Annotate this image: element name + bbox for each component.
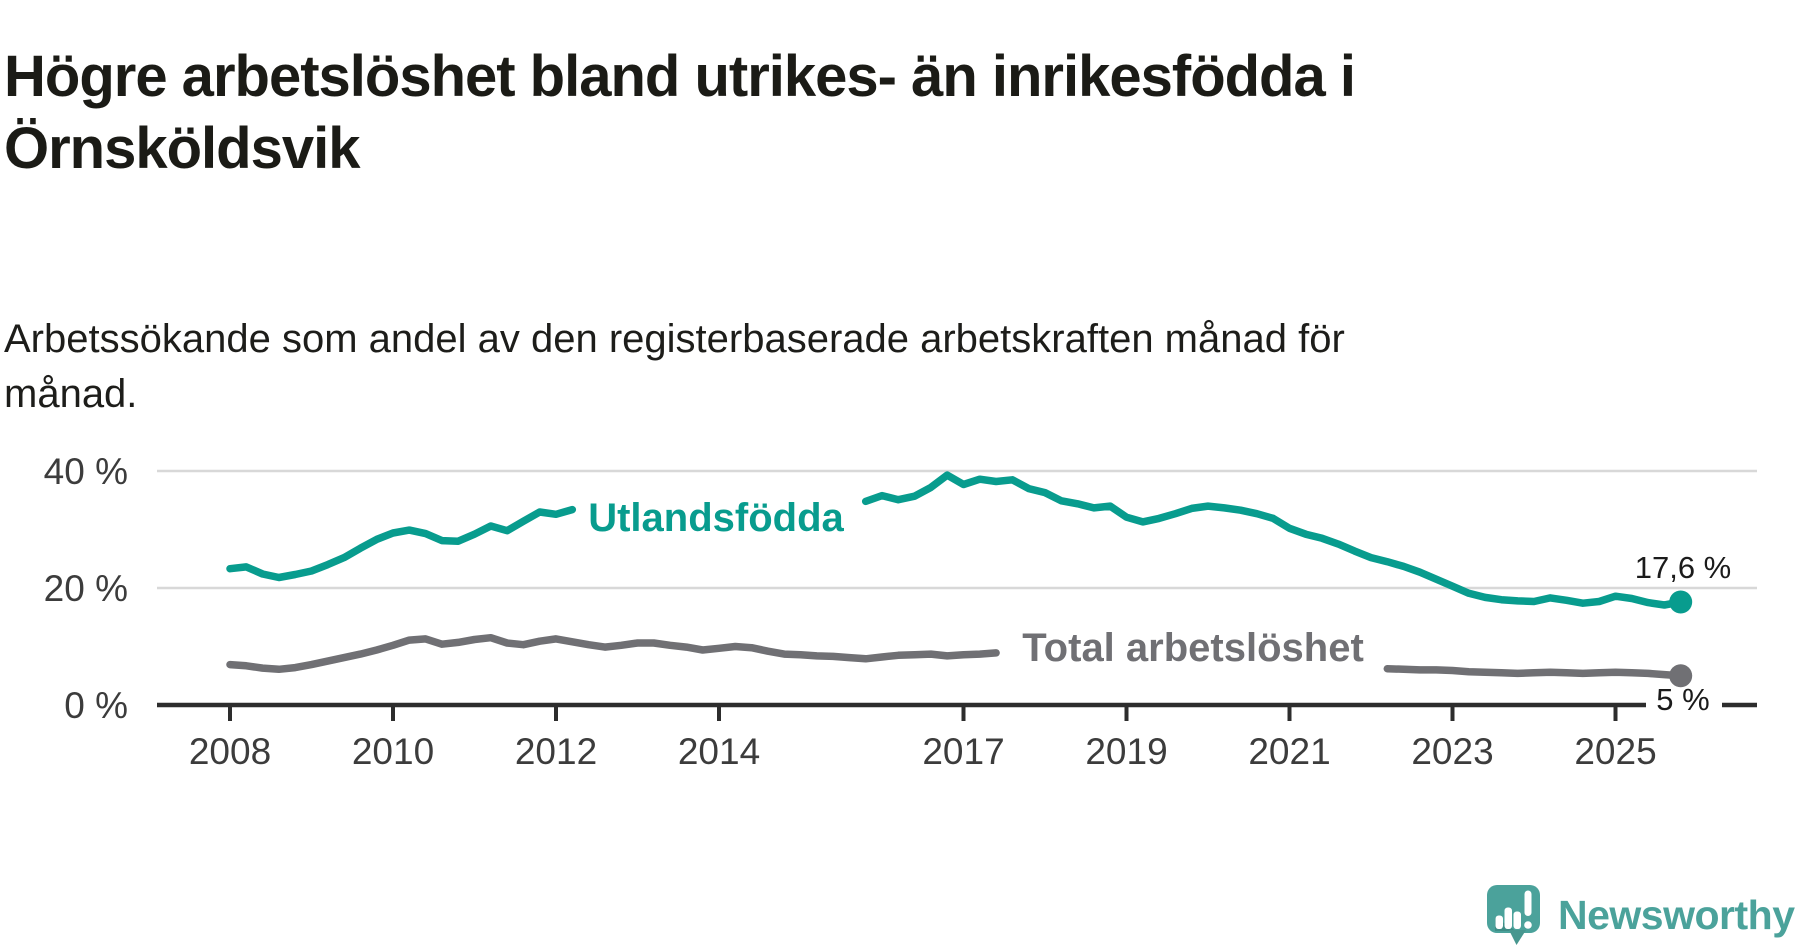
- end-value-label-background: [1646, 684, 1722, 714]
- logo-bubble-tail: [1509, 930, 1526, 945]
- x-tick-label-2025: 2025: [1574, 731, 1656, 772]
- x-tick-label-2014: 2014: [678, 731, 760, 772]
- brand-footer: Newsworthy: [1486, 884, 1795, 947]
- end-value-label-total-arbetsloshet: 5 %: [1656, 682, 1709, 717]
- end-dot-utlandsfodda: [1669, 590, 1693, 614]
- gridlines: [157, 469, 1757, 590]
- y-tick-label-20: 20 %: [44, 568, 128, 609]
- x-tick-label-2012: 2012: [515, 731, 597, 772]
- series-label-utlandsfodda: Utlandsfödda: [588, 496, 844, 540]
- series-line-total-arbetsloshet: [226, 633, 1685, 680]
- x-tick-label-2010: 2010: [352, 731, 434, 772]
- y-tick-label-40: 40 %: [44, 451, 128, 492]
- chart-title: Högre arbetslöshet bland utrikes- än inr…: [4, 43, 1356, 181]
- logo-exclamation-icon: [1524, 890, 1532, 929]
- x-tick-label-2023: 2023: [1411, 731, 1493, 772]
- newsworthy-logo-icon: [1487, 885, 1540, 945]
- x-tick-label-2008: 2008: [189, 731, 271, 772]
- series-line-utlandsfodda: [226, 471, 1685, 609]
- end-value-label-utlandsfodda: 17,6 %: [1635, 550, 1732, 585]
- x-tick-label-2019: 2019: [1085, 731, 1167, 772]
- y-tick-label-0: 0 %: [64, 685, 128, 726]
- chart-subtitle: Arbetssökande som andel av den registerb…: [4, 317, 1345, 417]
- series-label-total-arbetsloshet: Total arbetslöshet: [1022, 626, 1364, 670]
- y-axis-tick-labels: 0 % 20 % 40 %: [44, 451, 128, 726]
- x-tick-label-2021: 2021: [1248, 731, 1330, 772]
- brand-name: Newsworthy: [1558, 892, 1795, 938]
- x-axis-tick-labels: 2008 2010 2012 2014 2017 2019 2021 2023 2025: [189, 731, 1657, 772]
- logo-bar-chart-icon: [1495, 907, 1521, 929]
- end-dot-total-arbetsloshet: [1669, 664, 1693, 688]
- x-tick-label-2017: 2017: [922, 731, 1004, 772]
- x-axis-ticks: [228, 705, 1618, 721]
